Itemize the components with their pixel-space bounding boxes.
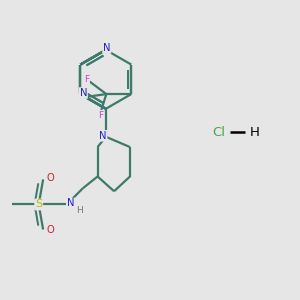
Text: O: O	[46, 173, 54, 184]
Text: F: F	[79, 92, 84, 101]
Text: H: H	[76, 206, 83, 215]
Text: O: O	[46, 226, 54, 236]
Text: S: S	[35, 200, 42, 209]
Text: H: H	[250, 126, 260, 139]
Text: N: N	[80, 88, 87, 98]
Text: F: F	[84, 75, 89, 84]
Text: F: F	[98, 111, 103, 120]
Text: Cl: Cl	[212, 126, 225, 139]
Text: N: N	[67, 199, 74, 208]
Text: N: N	[99, 131, 106, 141]
Text: N: N	[103, 43, 111, 53]
